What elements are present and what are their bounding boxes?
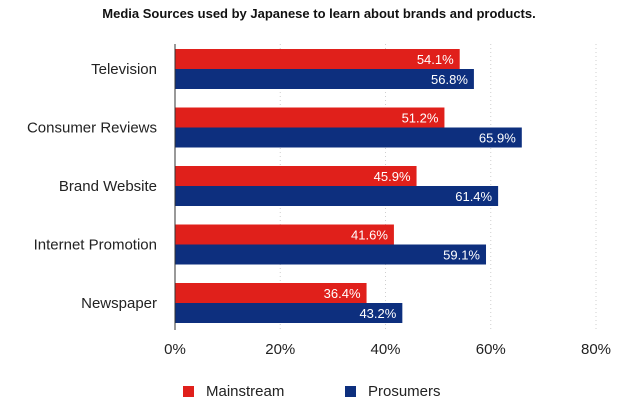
legend-item-prosumers: Prosumers xyxy=(345,383,441,400)
bar-mainstream xyxy=(175,283,367,303)
bar-mainstream xyxy=(175,166,417,186)
data-label: 54.1% xyxy=(417,52,454,67)
data-label: 56.8% xyxy=(431,72,468,87)
bar-prosumers xyxy=(175,69,474,89)
bar-mainstream xyxy=(175,224,394,245)
category-label: Newspaper xyxy=(81,295,157,312)
category-label: Brand Website xyxy=(59,178,157,195)
chart-title: Media Sources used by Japanese to learn … xyxy=(102,6,536,21)
x-tick-label: 20% xyxy=(265,341,295,358)
category-label: Consumer Reviews xyxy=(27,120,157,137)
bar-prosumers xyxy=(175,244,487,265)
legend-item-mainstream: Mainstream xyxy=(183,383,284,400)
data-label: 41.6% xyxy=(351,228,388,243)
x-tick-label: 0% xyxy=(164,341,186,358)
category-label: Television xyxy=(91,61,157,78)
data-label: 59.1% xyxy=(443,248,480,263)
bar-prosumers xyxy=(175,127,522,148)
x-tick-label: 80% xyxy=(581,341,611,358)
category-labels: Television Consumer Reviews Brand Website I… xyxy=(27,61,157,312)
legend-label-mainstream: Mainstream xyxy=(206,383,285,400)
data-label: 45.9% xyxy=(374,169,411,184)
data-label: 43.2% xyxy=(359,306,396,321)
data-label: 65.9% xyxy=(479,131,516,146)
x-tick-labels: 0% 20% 40% 60% 80% xyxy=(164,341,611,358)
legend-swatch-prosumers xyxy=(345,386,356,397)
bars xyxy=(175,49,522,323)
data-labels: 54.1% 56.8% 51.2% 65.9% 45.9% 61.4% 41.6% 59.1%… xyxy=(324,52,517,321)
x-tick-label: 60% xyxy=(476,341,506,358)
legend-label-prosumers: Prosumers xyxy=(368,383,441,400)
bar-prosumers xyxy=(175,303,403,323)
bar-mainstream xyxy=(175,49,460,69)
data-label: 51.2% xyxy=(402,111,439,126)
bar-mainstream xyxy=(175,107,445,128)
data-label: 61.4% xyxy=(455,189,492,204)
legend-swatch-mainstream xyxy=(183,386,194,397)
x-tick-label: 40% xyxy=(370,341,400,358)
bar-prosumers xyxy=(175,186,499,206)
category-label: Internet Promotion xyxy=(34,237,157,254)
data-label: 36.4% xyxy=(324,286,361,301)
